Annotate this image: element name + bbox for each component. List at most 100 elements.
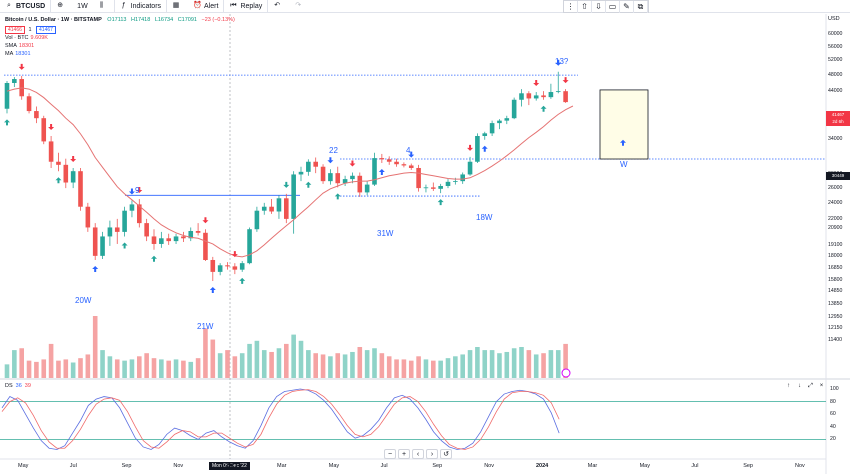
ask-box[interactable]: 41467 [36,26,56,34]
candle-body [431,187,436,189]
drag-handle-icon[interactable]: ⋮ [564,1,578,13]
candle-body [320,166,326,182]
time-tick-label: Jul [69,463,77,469]
osc-tick-label: 20 [830,436,836,443]
candle-body [269,206,274,212]
bid-box[interactable]: 41466 [5,26,25,34]
grid-icon: ▦ [172,2,180,9]
candle-body [78,171,83,207]
candle-body [328,173,333,182]
volume-bar [328,356,333,378]
volume-bar [63,359,69,378]
volume-bar [210,339,216,378]
candle-body [460,174,465,182]
arrow-up-tool-icon[interactable]: ⇧ [578,1,592,13]
box-tool-icon[interactable]: ▭ [606,1,620,13]
candle-body [195,230,201,233]
volume-bar [475,347,480,378]
arrow-up-icon[interactable]: ↑ [787,383,790,389]
price-tag: 30449 [826,172,850,180]
candle-body [188,230,194,239]
up-arrow-marker [481,145,488,152]
layout-button[interactable]: ▦ [167,0,188,13]
volume-bar [151,358,157,378]
price-tick-label: 24000 [828,199,843,206]
up-arrow-marker [4,119,10,126]
volume-bar [335,353,341,378]
candle-body [453,181,458,182]
close-icon[interactable]: × [819,383,824,389]
volume-bar [114,359,120,378]
price-tag: 2d 6h [826,118,850,126]
sma-line [6,87,574,258]
candle-body [254,210,260,230]
volume-bar [386,356,392,378]
volume-bar [489,350,495,378]
scroll-left-button[interactable]: ‹ [412,449,424,459]
indicators-button[interactable]: ƒ Indicators [115,0,168,13]
reset-button[interactable]: ↺ [440,449,452,459]
scroll-right-button[interactable]: › [426,449,438,459]
zoom-in-button[interactable]: + [398,449,410,459]
candle-body [41,118,47,142]
sma-indicator[interactable]: SMA 18301 [5,42,238,50]
price-tick-label: 11400 [828,337,843,343]
down-arrow-marker [70,155,77,162]
wave-label: 4 [406,146,411,155]
candle-body [350,175,355,180]
volume-bar [92,316,98,378]
volume-bar [100,350,105,378]
copy-tool-icon[interactable]: ⧉ [634,1,648,13]
wave-label: 20W [75,296,92,305]
wave-label: 18W [476,213,493,222]
up-arrow-marker [540,105,547,112]
volume-bar [497,353,502,378]
down-arrow-marker [327,157,334,164]
compare-button[interactable]: ⊕ [51,0,72,13]
volume-bar [408,360,414,378]
ds-indicator-legend[interactable]: DS 36 39 [5,383,31,389]
osc-tick-label: 80 [830,398,836,405]
interval-button[interactable]: 1W [72,0,93,13]
volume-bar [445,358,451,378]
maximize-icon[interactable]: ⤢ [808,383,813,389]
brush-tool-icon[interactable]: ✎ [620,1,634,13]
arrow-down-icon[interactable]: ↓ [798,383,801,389]
candle-body [181,236,186,239]
candle-body [497,120,502,124]
time-tick-label: Sep [121,463,132,469]
candle-body [85,206,91,228]
arrow-down-tool-icon[interactable]: ⇩ [592,1,606,13]
volume-bar [555,350,561,378]
volume-bar [526,350,532,378]
candle-body [166,238,171,242]
symbol-label: BTCUSD [16,2,46,10]
w-up-arrow [620,139,626,146]
volume-bar [254,340,260,378]
zoom-out-button[interactable]: − [384,449,396,459]
projection-box [599,89,649,160]
sma-label: SMA [5,43,17,49]
volume-bar [4,364,10,378]
vol-value: 9.609K [30,35,48,41]
candle-body [372,158,377,185]
chart-type-button[interactable]: ⫼ [93,0,115,13]
candle-body [364,184,370,193]
candle-body [159,238,164,244]
candle-body [70,171,76,183]
alert-button[interactable]: ⏰ Alert [188,0,225,13]
redo-button[interactable]: ↷ [289,0,310,13]
ma-indicator[interactable]: MA 18301 [5,50,238,58]
undo-button[interactable]: ↶ [268,0,289,13]
replay-button[interactable]: ⏮ Replay [224,0,269,13]
down-arrow-marker [18,63,25,70]
candle-body [92,227,98,256]
volume-bar [453,356,458,378]
down-arrow-marker [562,77,569,84]
vol-label: Vol · BTC [5,35,29,41]
volume-indicator[interactable]: Vol · BTC 9.609K [5,34,238,42]
volume-bar [276,348,282,378]
currency-label[interactable]: USD [828,16,840,22]
symbol-search-button[interactable]: ⌕ BTCUSD [0,0,52,13]
